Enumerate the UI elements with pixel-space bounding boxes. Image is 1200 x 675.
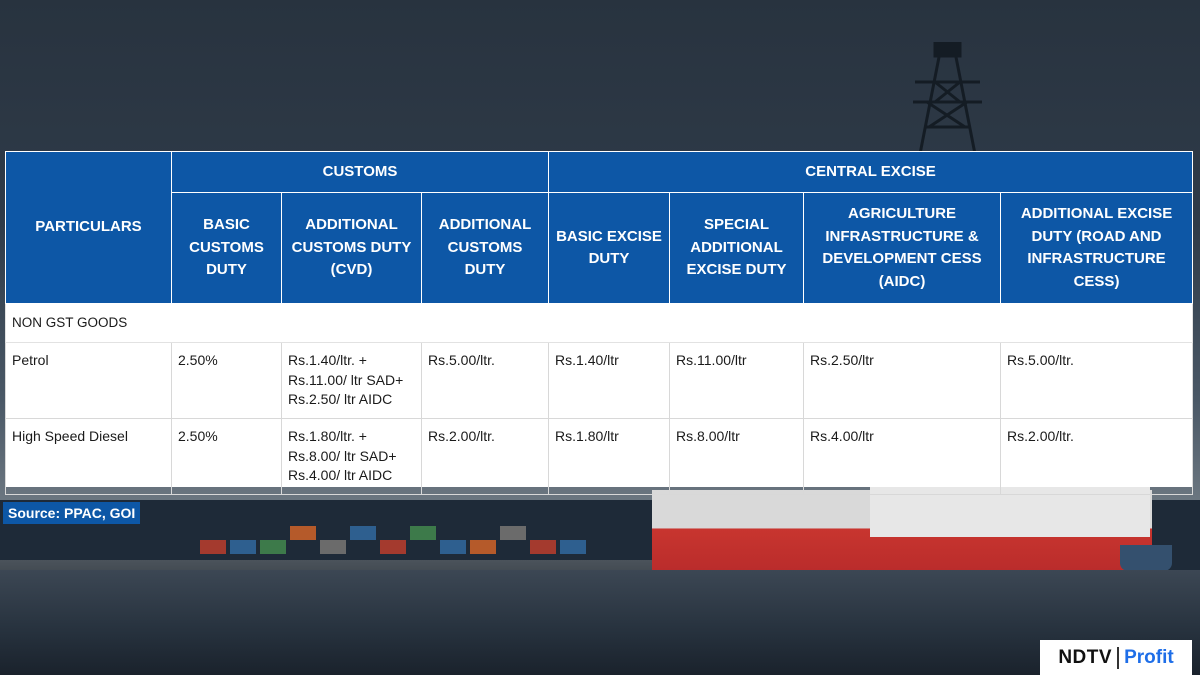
- background-water: [0, 570, 1200, 675]
- shipping-containers: [200, 500, 630, 580]
- table-cell: Rs.5.00/ltr.: [1000, 342, 1194, 419]
- section-label: NON GST GOODS: [4, 303, 1194, 343]
- logo-product: Profit: [1124, 646, 1174, 668]
- table-row-high-speed-diesel: High Speed Diesel 2.50% Rs.1.80/ltr. + R…: [5, 418, 1194, 495]
- header-customs: CUSTOMS: [170, 151, 550, 193]
- table-cell: Rs.11.00/ltr: [669, 342, 805, 419]
- table-cell: 2.50%: [171, 342, 282, 419]
- row-particular: Petrol: [5, 342, 172, 419]
- table-cell: Rs.2.50/ltr: [803, 342, 1002, 419]
- tug-boat: [1120, 545, 1172, 571]
- duty-table-card: PARTICULARS CUSTOMS CENTRAL EXCISE BASIC…: [4, 151, 1194, 495]
- table-cell: Rs.1.80/ltr: [548, 418, 671, 495]
- ship-superstructure: [870, 487, 1150, 537]
- oil-rig-illustration: [913, 42, 982, 154]
- duty-table: PARTICULARS CUSTOMS CENTRAL EXCISE BASIC…: [4, 151, 1194, 495]
- header-additional-customs-duty-cvd: ADDITIONAL CUSTOMS DUTY (CVD): [281, 192, 422, 304]
- table-cell: Rs.1.40/ltr. + Rs.11.00/ ltr SAD+ Rs.2.5…: [281, 342, 422, 419]
- header-additional-customs-duty: ADDITIONAL CUSTOMS DUTY: [420, 192, 550, 304]
- table-cell: Rs.8.00/ltr: [669, 418, 805, 495]
- logo-brand: NDTV: [1058, 646, 1113, 668]
- table-row-petrol: Petrol 2.50% Rs.1.40/ltr. + Rs.11.00/ lt…: [5, 342, 1194, 419]
- section-row: NON GST GOODS: [4, 303, 1194, 343]
- table-cell: 2.50%: [171, 418, 282, 495]
- source-label: Source: PPAC, GOI: [3, 502, 141, 524]
- table-cell: Rs.5.00/ltr.: [420, 342, 550, 419]
- ndtv-profit-logo: NDTV Profit: [1040, 640, 1192, 675]
- logo-divider: [1117, 646, 1120, 669]
- table-cell: Rs.2.00/ltr.: [1000, 418, 1194, 495]
- table-cell: Rs.1.40/ltr: [548, 342, 671, 419]
- header-aidc: AGRICULTURE INFRASTRUCTURE & DEVELOPMENT…: [803, 192, 1002, 304]
- table-cell: Rs.2.00/ltr.: [420, 418, 550, 495]
- header-central-excise: CENTRAL EXCISE: [548, 151, 1194, 193]
- table-cell: Rs.1.80/ltr. + Rs.8.00/ ltr SAD+ Rs.4.00…: [281, 418, 422, 495]
- row-particular: High Speed Diesel: [5, 418, 172, 495]
- table-cell: Rs.4.00/ltr: [803, 418, 1002, 495]
- header-special-additional-excise-duty: SPECIAL ADDITIONAL EXCISE DUTY: [669, 192, 805, 304]
- header-additional-excise-duty-road-cess: ADDITIONAL EXCISE DUTY (ROAD AND INFRAST…: [1000, 192, 1194, 304]
- header-particulars: PARTICULARS: [5, 151, 172, 304]
- header-basic-customs-duty: BASIC CUSTOMS DUTY: [171, 192, 282, 304]
- header-basic-excise-duty: BASIC EXCISE DUTY: [548, 192, 671, 304]
